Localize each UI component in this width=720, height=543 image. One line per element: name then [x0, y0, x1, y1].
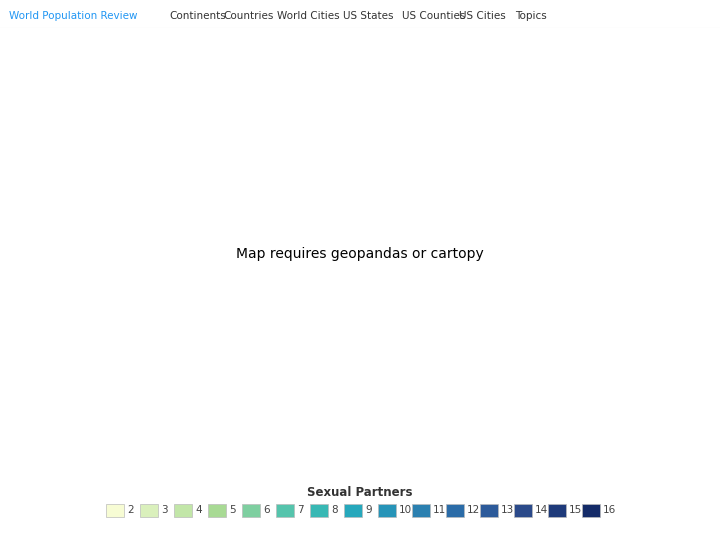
Text: 7: 7: [297, 506, 304, 515]
Bar: [582, 504, 600, 517]
Text: Countries: Countries: [223, 11, 274, 21]
Bar: [514, 504, 532, 517]
Text: 9: 9: [365, 506, 372, 515]
Bar: [276, 504, 294, 517]
Bar: [140, 504, 158, 517]
Text: Topics: Topics: [516, 11, 547, 21]
Text: US Counties: US Counties: [402, 11, 465, 21]
Text: 10: 10: [399, 506, 412, 515]
Bar: [174, 504, 192, 517]
Bar: [208, 504, 226, 517]
Bar: [446, 504, 464, 517]
Bar: [106, 504, 124, 517]
Bar: [310, 504, 328, 517]
Text: Continents: Continents: [169, 11, 226, 21]
Bar: [242, 504, 260, 517]
Text: 3: 3: [161, 506, 168, 515]
Text: 4: 4: [195, 506, 202, 515]
Text: 11: 11: [433, 506, 446, 515]
Bar: [480, 504, 498, 517]
Text: US Cities: US Cities: [459, 11, 506, 21]
Bar: [378, 504, 396, 517]
Text: Map requires geopandas or cartopy: Map requires geopandas or cartopy: [236, 248, 484, 261]
Text: 12: 12: [467, 506, 480, 515]
Text: 13: 13: [501, 506, 514, 515]
Text: 6: 6: [263, 506, 269, 515]
Text: 15: 15: [569, 506, 582, 515]
Text: Sexual Partners: Sexual Partners: [307, 485, 413, 498]
Text: US States: US States: [343, 11, 393, 21]
Text: 8: 8: [331, 506, 338, 515]
Text: 2: 2: [127, 506, 134, 515]
Text: World Cities: World Cities: [277, 11, 340, 21]
Text: World Population Review: World Population Review: [9, 11, 138, 21]
Text: 5: 5: [229, 506, 235, 515]
Bar: [344, 504, 362, 517]
Text: 14: 14: [535, 506, 548, 515]
Bar: [548, 504, 566, 517]
Bar: [412, 504, 430, 517]
Text: 16: 16: [603, 506, 616, 515]
